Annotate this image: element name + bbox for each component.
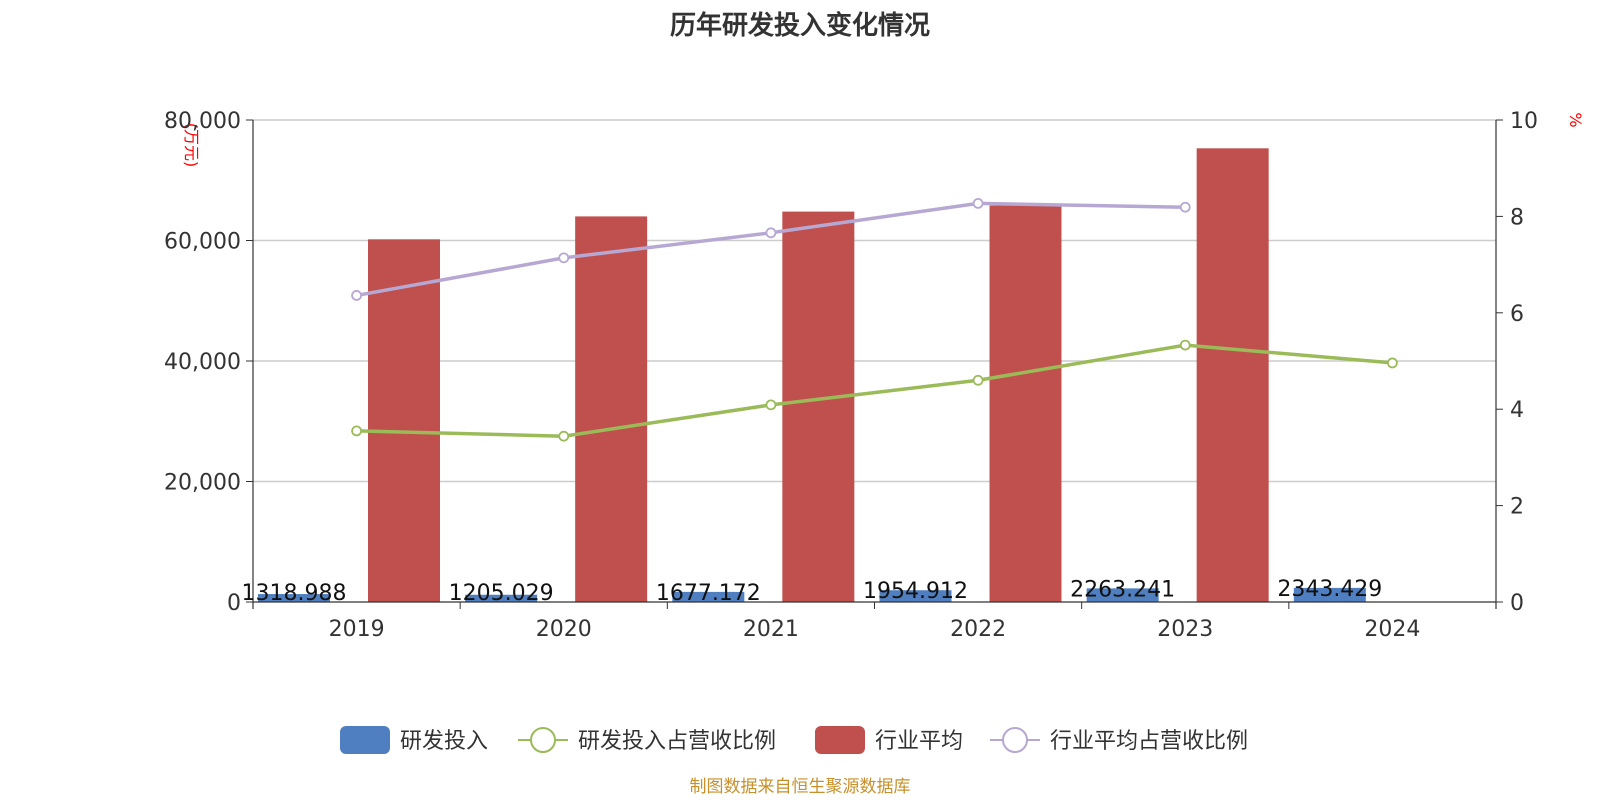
bar <box>782 211 855 602</box>
x-tick-label: 2024 <box>1364 617 1420 642</box>
x-tick-label: 2021 <box>743 617 799 642</box>
bar <box>1293 587 1366 602</box>
x-tick-label: 2019 <box>329 617 385 642</box>
bar <box>368 239 440 603</box>
y-right-tick-label: 8 <box>1510 205 1524 230</box>
legend: 研发投入 研发投入占营收比例 行业平均 行业平均占营收比例 <box>340 726 1248 754</box>
line-point <box>765 227 777 239</box>
y-left-tick-label: 40,000 <box>164 350 241 375</box>
line-point <box>1387 357 1398 369</box>
bar-data-label: 1677.172 <box>656 581 761 606</box>
line-point <box>351 425 362 437</box>
line-point <box>558 252 570 264</box>
x-tick-label: 2020 <box>536 617 592 642</box>
legend-label: 行业平均占营收比例 <box>1050 729 1248 754</box>
axes-layer: 0 20,000 40,000 60,000 80,000 0 2 4 6 8 10 2019 2020… <box>164 109 1538 642</box>
y-right-tick-label: 2 <box>1510 495 1524 520</box>
legend-swatch-marker <box>530 727 556 753</box>
legend-label: 行业平均 <box>875 729 963 754</box>
y-left-tick-label: 0 <box>227 591 241 616</box>
legend-swatch-bar <box>815 726 865 754</box>
lines-layer <box>351 197 1398 442</box>
grid-lines <box>253 119 1496 483</box>
line-series <box>356 343 1393 438</box>
y-right-tick-label: 10 <box>1510 109 1538 134</box>
bar-data-label: 1205.029 <box>449 581 554 606</box>
x-tick-label: 2022 <box>950 617 1006 642</box>
y-right-tick-label: 6 <box>1510 302 1524 327</box>
y-right-tick-label: 4 <box>1510 398 1524 423</box>
bar-data-label: 2343.429 <box>1277 577 1382 602</box>
legend-label: 研发投入 <box>400 729 488 754</box>
legend-swatch-bar <box>340 726 390 754</box>
bar <box>879 590 952 602</box>
y-left-tick-label: 20,000 <box>164 471 241 496</box>
bar <box>575 216 648 602</box>
bar <box>672 591 745 602</box>
bar <box>258 594 330 602</box>
line-point <box>351 290 362 301</box>
bar <box>1196 148 1269 602</box>
data-labels-layer: 1318.988 1205.029 1677.172 1954.912 2263.241… <box>242 577 1383 606</box>
y-left-tick-label: 80,000 <box>164 109 241 134</box>
legend-label: 研发投入占营收比例 <box>578 729 776 754</box>
y-axis-right-unit: % <box>1566 112 1585 127</box>
bar <box>465 594 538 602</box>
y-left-tick-label: 60,000 <box>164 230 241 255</box>
chart-title: 历年研发投入变化情况 <box>670 10 930 41</box>
bar <box>989 205 1062 602</box>
bar-data-label: 2263.241 <box>1070 577 1175 602</box>
x-tick-label: 2023 <box>1157 617 1213 642</box>
bar-data-label: 1954.912 <box>863 579 968 604</box>
line-point <box>558 430 570 442</box>
line-point <box>972 197 984 209</box>
bars-layer <box>258 148 1366 603</box>
line-point <box>1179 201 1191 213</box>
y-right-tick-label: 0 <box>1510 591 1524 616</box>
legend-swatch-marker <box>1002 727 1028 753</box>
data-source-note: 制图数据来自恒生聚源数据库 <box>690 777 911 797</box>
line-point <box>972 374 984 386</box>
line-point <box>1179 339 1191 351</box>
bar <box>1086 588 1159 602</box>
bar-data-label: 1318.988 <box>242 581 347 606</box>
line-point <box>765 399 777 411</box>
y-axis-left-unit: (万元) <box>182 123 201 168</box>
